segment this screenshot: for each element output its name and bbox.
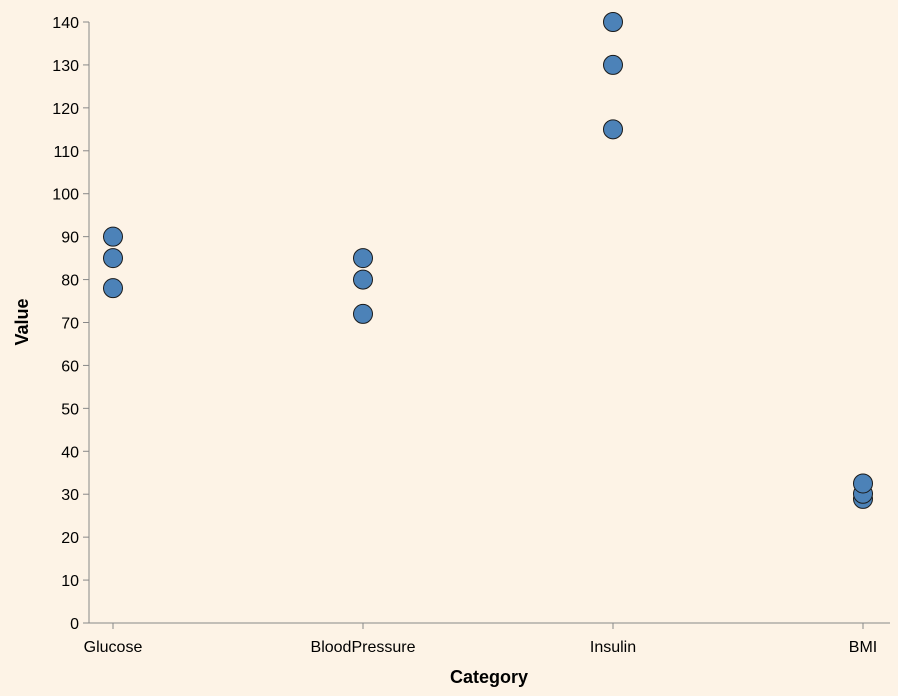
data-point <box>603 12 623 32</box>
y-tick-label: 130 <box>52 58 79 75</box>
x-tick-label: Insulin <box>590 639 636 656</box>
y-tick-label: 50 <box>61 401 79 418</box>
y-tick-label: 100 <box>52 187 79 204</box>
y-axis-ticks: 0 10 20 30 40 50 60 70 80 90 100 110 120 130 140 <box>52 15 89 633</box>
data-point <box>603 54 623 75</box>
y-axis-title: Value <box>12 298 32 345</box>
y-tick-label: 40 <box>61 444 79 461</box>
y-tick-label: 10 <box>61 573 79 590</box>
y-tick-label: 60 <box>61 358 79 375</box>
data-point <box>353 303 373 324</box>
x-tick-label: BMI <box>849 639 877 656</box>
y-tick-label: 80 <box>61 273 79 290</box>
data-points <box>103 12 873 509</box>
data-point <box>103 226 123 247</box>
x-tick-label: BloodPressure <box>311 639 416 656</box>
data-point <box>853 473 873 494</box>
y-tick-label: 90 <box>61 230 79 247</box>
y-tick-label: 30 <box>61 487 79 504</box>
x-axis-title: Category <box>450 667 528 687</box>
data-point <box>103 248 123 269</box>
data-point <box>353 269 373 290</box>
data-point <box>603 119 623 140</box>
y-tick-label: 0 <box>70 616 79 633</box>
x-tick-label: Glucose <box>84 639 143 656</box>
y-tick-label: 140 <box>52 15 79 32</box>
x-axis-ticks: Glucose BloodPressure Insulin BMI <box>84 623 877 656</box>
data-point <box>103 278 123 299</box>
y-axis: 0 10 20 30 40 50 60 70 80 90 100 110 120 130 140 <box>52 15 90 633</box>
y-tick-label: 70 <box>61 316 79 333</box>
y-tick-label: 20 <box>61 530 79 547</box>
x-axis: Glucose BloodPressure Insulin BMI <box>84 622 890 656</box>
data-point <box>353 248 373 269</box>
y-tick-label: 120 <box>52 101 79 118</box>
y-tick-label: 110 <box>53 144 79 161</box>
